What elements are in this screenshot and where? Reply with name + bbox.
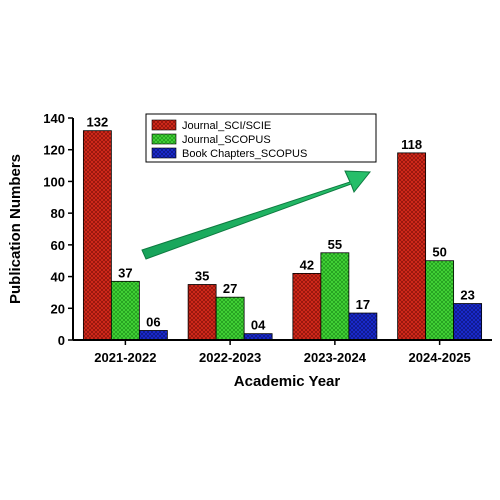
x-axis-title: Academic Year (234, 373, 341, 390)
legend-box (145, 113, 377, 163)
y-axis-title: Publication Numbers (7, 154, 24, 304)
bar-sci-scie-2022-2023 (187, 284, 217, 341)
data-label: 17 (356, 297, 370, 312)
bar-sci-scie-2024-2025 (397, 152, 427, 341)
data-label: 42 (300, 257, 314, 272)
legend-swatch (151, 147, 177, 159)
x-tick-label: 2021-2022 (94, 350, 156, 365)
y-tick-label: 60 (51, 238, 65, 253)
bar-scopus-2023-2024 (320, 252, 350, 341)
data-label: 50 (432, 245, 446, 260)
axes-frame (72, 118, 492, 341)
data-label: 132 (87, 115, 109, 130)
bar-book-chapters-2021-2022 (138, 330, 168, 341)
legend-label: Journal_SCI/SCIE (182, 120, 271, 132)
bar-book-chapters-2023-2024 (348, 312, 378, 341)
data-label: 06 (146, 314, 160, 329)
y-tick-label: 20 (51, 301, 65, 316)
y-tick-label: 140 (43, 111, 65, 126)
y-tick-label: 0 (58, 333, 65, 348)
data-label: 37 (118, 265, 132, 280)
plot-area: 132 37 06 35 27 04 42 55 17 118 50 23 (82, 115, 483, 341)
data-label: 23 (460, 288, 474, 303)
x-axis-ticks: 2021-2022 2022-2023 2023-2024 2024-2025 (94, 340, 471, 365)
x-tick-label: 2022-2023 (199, 350, 261, 365)
y-tick-label: 100 (43, 174, 65, 189)
legend-label: Journal_SCOPUS (182, 134, 271, 146)
bar-scopus-2024-2025 (425, 260, 455, 341)
legend-label: Book Chapters_SCOPUS (182, 148, 307, 160)
x-tick-label: 2023-2024 (304, 350, 367, 365)
data-label: 118 (401, 137, 422, 152)
x-tick-label: 2024-2025 (409, 350, 471, 365)
legend-swatch (151, 133, 177, 145)
bar-sci-scie-2023-2024 (292, 272, 322, 341)
bar-book-chapters-2024-2025 (453, 303, 483, 341)
data-label: 35 (195, 269, 209, 284)
trend-arrow-icon (141, 170, 372, 260)
legend: Journal_SCI/SCIE Journal_SCOPUS Book Chapt… (145, 113, 377, 163)
data-label: 04 (251, 318, 266, 333)
y-tick-label: 120 (43, 143, 65, 158)
y-axis-ticks: 0 20 40 60 80 100 120 140 (43, 111, 73, 348)
data-label: 55 (328, 237, 342, 252)
y-tick-label: 40 (51, 270, 65, 285)
y-tick-label: 80 (51, 206, 65, 221)
legend-swatch (151, 119, 177, 131)
data-label: 27 (223, 281, 237, 296)
bar-scopus-2022-2023 (215, 296, 245, 341)
bar-sci-scie-2021-2022 (82, 130, 112, 341)
bar-scopus-2021-2022 (110, 280, 140, 341)
